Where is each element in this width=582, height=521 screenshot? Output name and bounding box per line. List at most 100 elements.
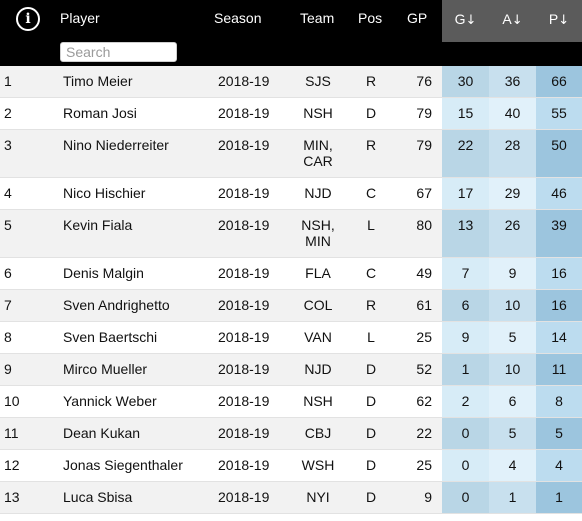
season-cell: 2018-19	[218, 265, 270, 281]
rank-cell: 7	[4, 297, 12, 313]
points-cell-value: 1	[555, 489, 563, 505]
assists-cell-value: 28	[504, 137, 521, 153]
a-header-label: A	[502, 11, 512, 27]
team-abbrev: MIN	[305, 233, 331, 249]
player-name-cell: Yannick Weber	[63, 393, 157, 409]
team-cell: CBJ	[296, 425, 340, 441]
goals-cell-value: 6	[461, 297, 470, 313]
season-cell: 2018-19	[218, 185, 270, 201]
goals-cell-value: 17	[457, 185, 474, 201]
goals-cell: 0	[442, 418, 489, 449]
assists-cell-value: 10	[504, 361, 521, 377]
table-row[interactable]: 9 Mirco Mueller 2018-19 NJD D 52 1 10 11	[0, 354, 582, 386]
points-cell-value: 16	[551, 265, 567, 281]
table-row[interactable]: 4 Nico Hischier 2018-19 NJD C 67 17 29 46	[0, 178, 582, 210]
games-played-cell: 49	[416, 265, 432, 281]
points-cell-value: 66	[551, 73, 567, 89]
points-cell: 1	[536, 482, 582, 513]
assists-cell: 10	[489, 290, 536, 321]
goals-cell: 2	[442, 386, 489, 417]
team-cell: NJD	[296, 361, 340, 377]
season-cell: 2018-19	[218, 425, 270, 441]
g-header-label: G	[454, 11, 466, 27]
points-cell: 55	[536, 98, 582, 129]
position-cell: R	[365, 137, 377, 153]
table-row[interactable]: 3 Nino Niederreiter 2018-19 MIN, CAR R 79 22 28 5…	[0, 130, 582, 178]
position-cell: C	[365, 265, 377, 281]
team-abbrev: NJD	[304, 185, 332, 201]
table-row[interactable]: 12 Jonas Siegenthaler 2018-19 WSH D 25 0 4 4	[0, 450, 582, 482]
assists-cell-value: 1	[508, 489, 517, 505]
p-column-header[interactable]: P↓	[536, 0, 582, 42]
points-cell: 5	[536, 418, 582, 449]
team-column-header[interactable]: Team	[300, 10, 335, 26]
info-icon[interactable]: i	[16, 7, 40, 31]
sort-arrow-icon: ↓	[511, 13, 523, 28]
table-row[interactable]: 2 Roman Josi 2018-19 NSH D 79 15 40 55	[0, 98, 582, 130]
goals-cell-value: 0	[461, 425, 470, 441]
position-cell: R	[365, 297, 377, 313]
assists-cell: 26	[489, 210, 536, 257]
goals-cell: 15	[442, 98, 489, 129]
points-cell-value: 4	[555, 457, 563, 473]
games-played-cell: 25	[416, 329, 432, 345]
assists-cell: 28	[489, 130, 536, 177]
search-input[interactable]	[60, 42, 177, 62]
pos-column-header[interactable]: Pos	[358, 10, 383, 26]
games-played-cell: 76	[416, 73, 432, 89]
player-name-cell: Mirco Mueller	[63, 361, 148, 377]
a-column-header[interactable]: A↓	[489, 0, 536, 42]
table-row[interactable]: 11 Dean Kukan 2018-19 CBJ D 22 0 5 5	[0, 418, 582, 450]
gp-column-header[interactable]: GP	[407, 10, 428, 26]
points-cell-value: 8	[555, 393, 563, 409]
team-abbrev: NSH,	[301, 217, 335, 233]
games-played-cell: 79	[416, 137, 432, 153]
goals-cell: 22	[442, 130, 489, 177]
goals-cell: 0	[442, 482, 489, 513]
goals-cell-value: 15	[457, 105, 474, 121]
assists-cell: 4	[489, 450, 536, 481]
rank-cell: 6	[4, 265, 12, 281]
goals-cell-value: 0	[461, 457, 470, 473]
team-cell: MIN, CAR	[296, 137, 340, 169]
table-row[interactable]: 7 Sven Andrighetto 2018-19 COL R 61 6 10 16	[0, 290, 582, 322]
player-name-cell: Denis Malgin	[63, 265, 144, 281]
position-cell: D	[365, 393, 377, 409]
points-cell: 11	[536, 354, 582, 385]
team-cell: NYI	[296, 489, 340, 505]
points-cell: 39	[536, 210, 582, 257]
season-column-header[interactable]: Season	[214, 10, 262, 26]
team-abbrev: WSH	[301, 457, 335, 473]
table-row[interactable]: 1 Timo Meier 2018-19 SJS R 76 30 36 66	[0, 66, 582, 98]
g-column-header[interactable]: G↓	[442, 0, 489, 42]
sort-arrow-icon: ↓	[465, 13, 477, 28]
player-name-cell: Jonas Siegenthaler	[63, 457, 183, 473]
goals-cell: 1	[442, 354, 489, 385]
points-cell-value: 16	[551, 297, 567, 313]
table-row[interactable]: 5 Kevin Fiala 2018-19 NSH, MIN L 80 13 26 39	[0, 210, 582, 258]
team-cell: SJS	[296, 73, 340, 89]
team-cell: NJD	[296, 185, 340, 201]
points-cell-value: 50	[551, 137, 567, 153]
season-cell: 2018-19	[218, 457, 270, 473]
points-cell: 50	[536, 130, 582, 177]
points-cell: 66	[536, 66, 582, 97]
table-row[interactable]: 13 Luca Sbisa 2018-19 NYI D 9 0 1 1	[0, 482, 582, 514]
assists-cell-value: 4	[508, 457, 517, 473]
season-cell: 2018-19	[218, 217, 270, 233]
assists-cell-value: 26	[504, 217, 521, 233]
games-played-cell: 62	[416, 393, 432, 409]
player-column-header[interactable]: Player	[60, 10, 100, 26]
table-header: i Player Season Team Pos GP G↓ A↓ P↓	[0, 0, 582, 66]
player-name-cell: Nico Hischier	[63, 185, 146, 201]
position-cell: R	[365, 73, 377, 89]
points-cell: 16	[536, 258, 582, 289]
points-cell-value: 11	[551, 361, 567, 377]
table-row[interactable]: 6 Denis Malgin 2018-19 FLA C 49 7 9 16	[0, 258, 582, 290]
table-row[interactable]: 8 Sven Baertschi 2018-19 VAN L 25 9 5 14	[0, 322, 582, 354]
season-cell: 2018-19	[218, 393, 270, 409]
season-cell: 2018-19	[218, 297, 270, 313]
rank-cell: 12	[4, 457, 20, 473]
table-row[interactable]: 10 Yannick Weber 2018-19 NSH D 62 2 6 8	[0, 386, 582, 418]
